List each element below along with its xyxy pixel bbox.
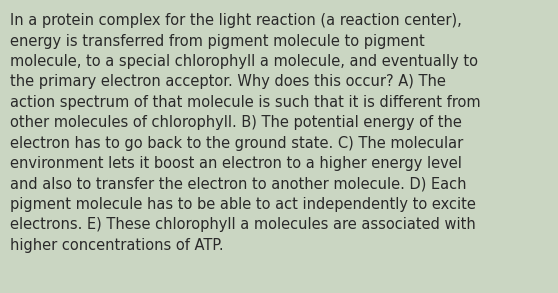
- Text: In a protein complex for the light reaction (a reaction center),
energy is trans: In a protein complex for the light react…: [10, 13, 480, 253]
